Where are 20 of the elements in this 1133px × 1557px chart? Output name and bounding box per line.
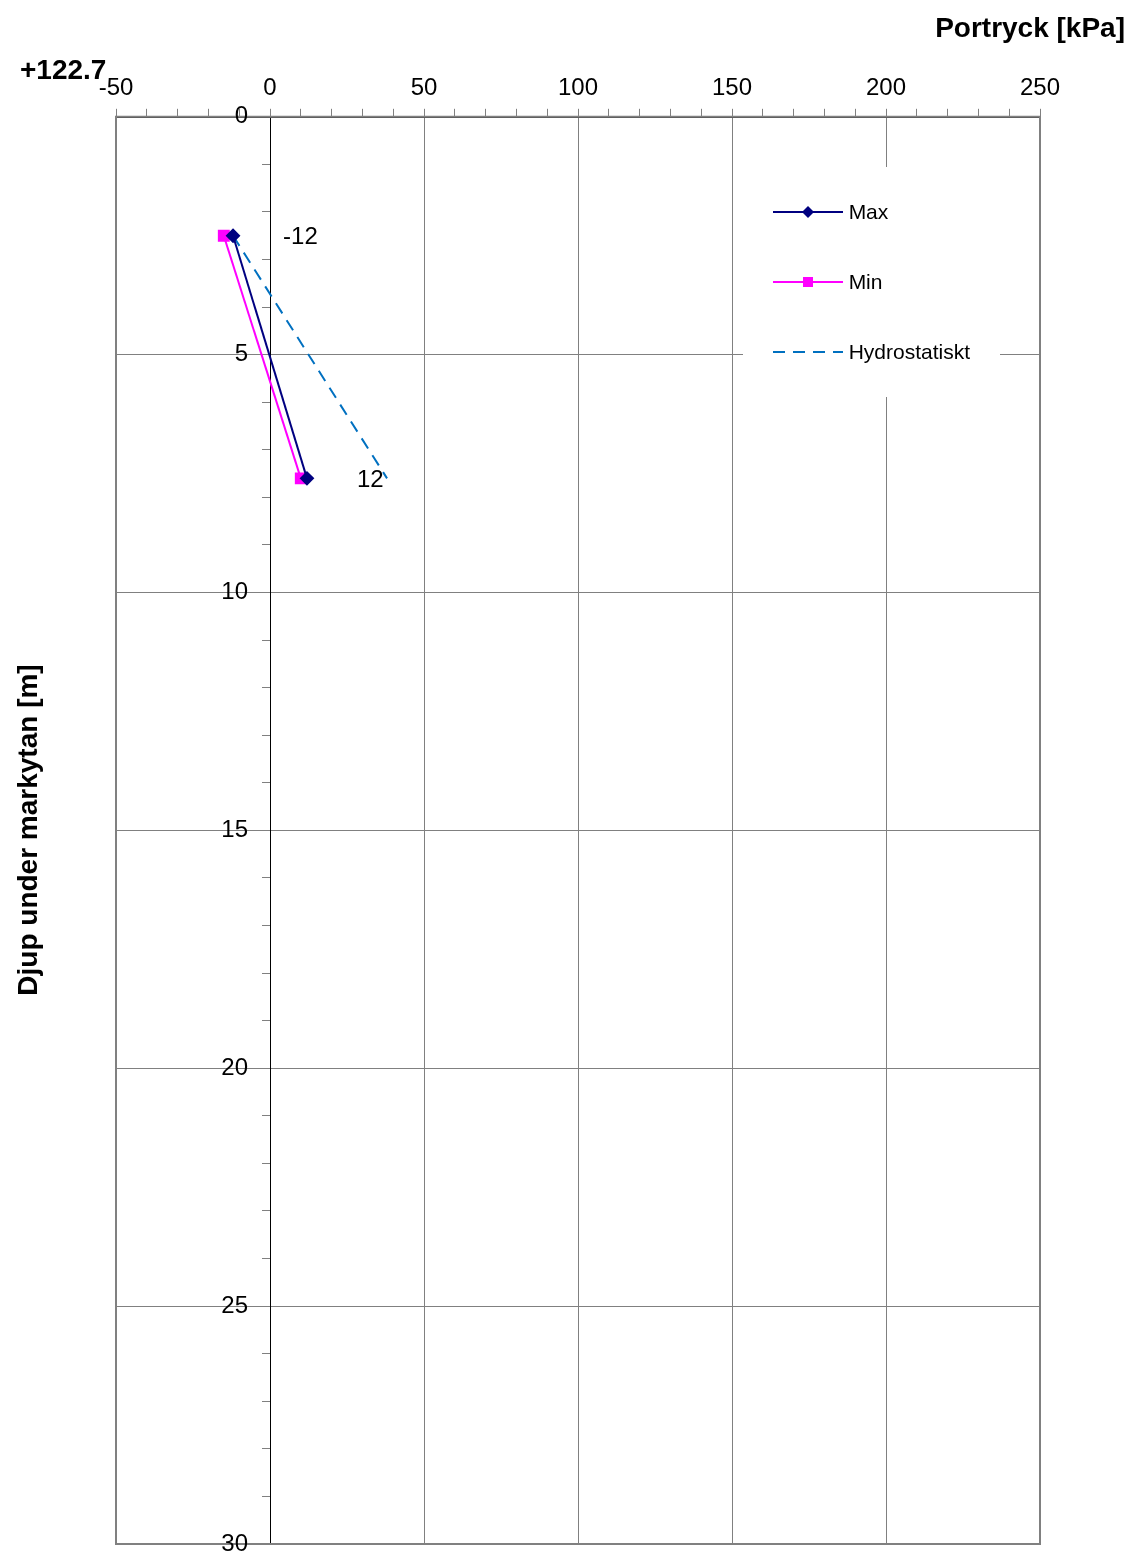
text: +122.7: [20, 54, 107, 85]
x-tick-label: 100: [557, 73, 599, 101]
y-tick-label: 20: [221, 1052, 248, 1080]
y-tick-label: 15: [221, 815, 248, 843]
annotation: 12: [356, 464, 384, 492]
x-tick-label: 250: [1019, 73, 1061, 101]
x-axis-title: Portryck [kPa]: [935, 12, 1125, 44]
legend-label: Max: [848, 199, 889, 224]
annotation: -12: [283, 222, 318, 250]
x-tick-label: 200: [865, 73, 907, 101]
x-tick-label: 50: [410, 73, 438, 101]
y-tick-label: 25: [221, 1290, 248, 1318]
legend-label: Hydrostatiskt: [848, 339, 970, 364]
x-tick-label: 150: [711, 73, 753, 101]
y-tick-label: 30: [221, 1528, 248, 1556]
y-tick-label: 10: [221, 577, 248, 605]
y-tick-label: 5: [234, 339, 248, 367]
y-axis-title: Djup under markytan [m]: [12, 664, 44, 997]
x-tick-label: 0: [263, 73, 277, 101]
legend-label: Min: [848, 269, 883, 294]
